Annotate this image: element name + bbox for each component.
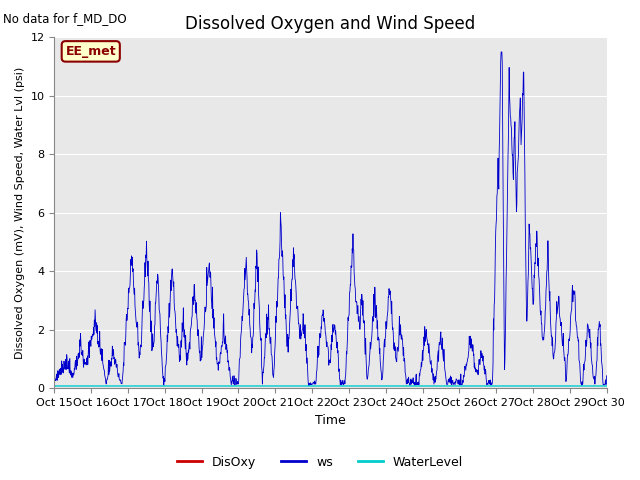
WaterLevel: [488, 383, 496, 389]
X-axis label: Time: Time: [315, 414, 346, 427]
WaterLevel: [160, 383, 168, 389]
Text: EE_met: EE_met: [65, 45, 116, 58]
Legend: DisOxy, ws, WaterLevel: DisOxy, ws, WaterLevel: [172, 451, 468, 474]
Title: Dissolved Oxygen and Wind Speed: Dissolved Oxygen and Wind Speed: [186, 15, 476, 33]
WaterLevel: [235, 383, 243, 389]
ws: [417, 367, 424, 372]
WaterLevel: [603, 383, 611, 389]
WaterLevel: [537, 383, 545, 389]
WaterLevel: [173, 383, 181, 389]
ws: [497, 49, 505, 55]
ws: [160, 382, 168, 388]
ws: [489, 373, 497, 379]
Y-axis label: Dissolved Oxygen (mV), Wind Speed, Water Lvl (psi): Dissolved Oxygen (mV), Wind Speed, Water…: [15, 67, 25, 359]
Line: ws: ws: [54, 52, 607, 385]
ws: [235, 367, 243, 373]
Text: No data for f_MD_DO: No data for f_MD_DO: [3, 12, 127, 25]
ws: [538, 321, 546, 326]
ws: [51, 381, 58, 386]
ws: [173, 343, 181, 349]
WaterLevel: [51, 383, 58, 389]
ws: [603, 373, 611, 379]
WaterLevel: [416, 383, 424, 389]
ws: [305, 383, 313, 388]
